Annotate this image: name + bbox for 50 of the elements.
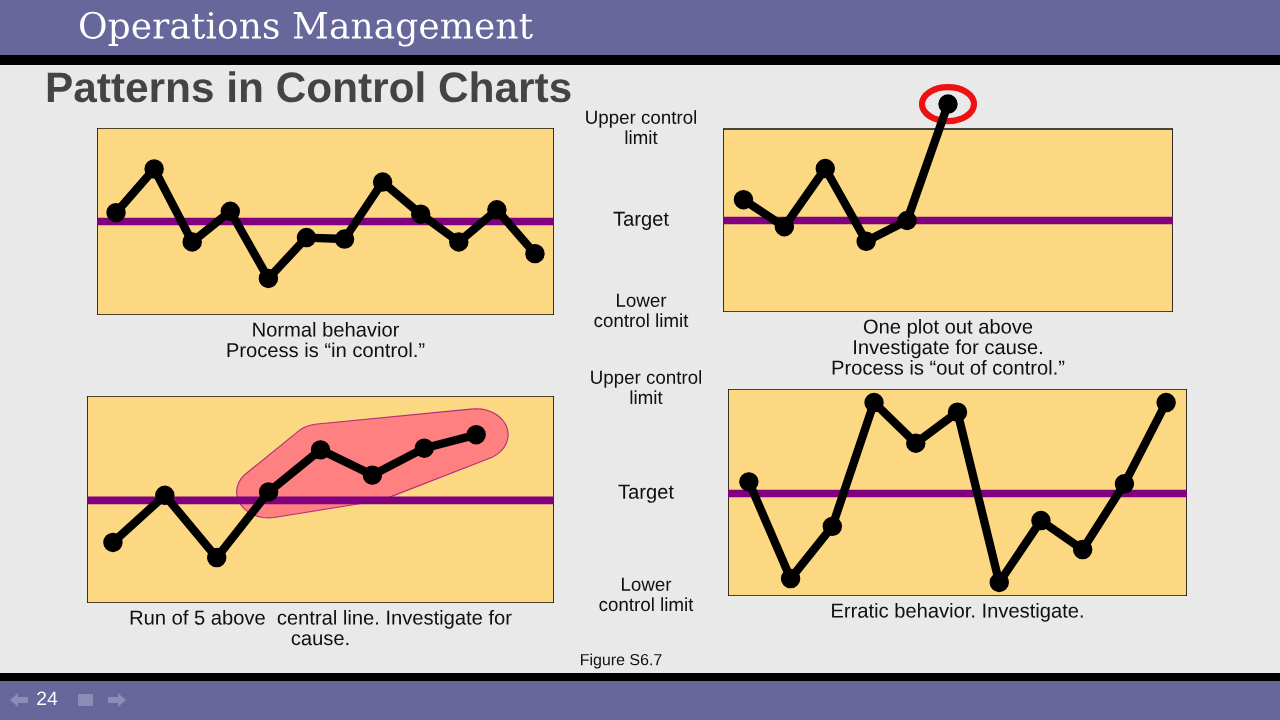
point [774,217,795,237]
point [310,440,331,460]
point [780,568,801,589]
ref-line-label: Target [613,211,669,230]
point [815,158,835,179]
point [1114,474,1135,494]
point [334,229,355,249]
point [258,268,279,289]
caption: Figure S6.7 [581,653,662,669]
point [1031,510,1051,531]
point [733,189,754,210]
point [296,227,317,248]
point [103,532,123,553]
text: 24 [37,691,58,706]
x-axis-title: One plot out above Investigate for cause. Process is “out of control.” [832,318,1065,375]
text: Upper control limit [586,110,697,145]
x-axis-title: Run of 5 above central line. Investigate for cause. [130,609,512,646]
text: Lower control limit [599,577,694,612]
point [856,231,876,252]
point [466,424,486,445]
text: Lower control limit [594,293,689,328]
point [739,472,759,492]
point [1156,392,1176,413]
point [414,438,435,458]
point [155,485,175,506]
point [410,204,431,224]
point [947,402,968,422]
point [525,243,545,264]
point [182,232,202,252]
point [362,465,383,485]
point [258,482,279,502]
point [144,159,164,179]
text: Patterns in Control Charts [47,71,571,103]
text: Operations Management [80,11,533,47]
x-axis-title: Erratic behavior. Investigate. [832,602,1083,622]
point [206,547,227,568]
ref-line-label: Target [618,484,674,503]
point [989,572,1009,593]
point [449,232,469,252]
point [487,200,507,220]
point [220,201,241,221]
point [372,172,393,192]
text: Upper control limit [591,370,702,405]
point [1072,539,1093,560]
point [822,516,843,537]
x-axis-title: Normal behavior Process is “in control.” [227,321,425,358]
point [106,203,126,223]
point [897,210,917,231]
point [906,433,926,453]
point [864,392,884,413]
